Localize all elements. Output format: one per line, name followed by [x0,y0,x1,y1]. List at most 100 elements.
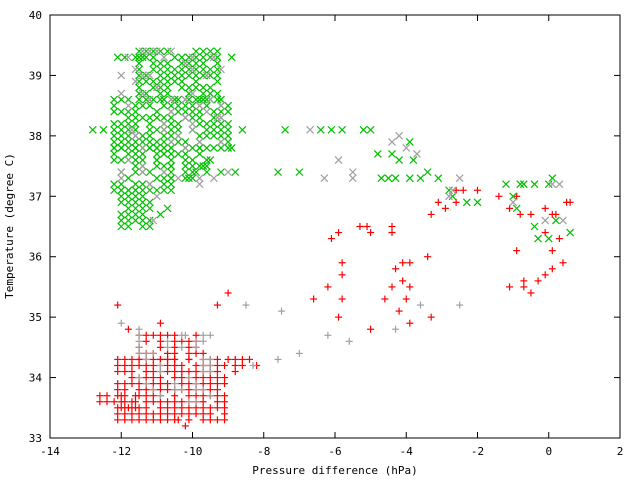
green-x-point [206,89,215,98]
gray-x-point [167,137,176,146]
gray-plus-point [171,386,179,394]
gray-plus-point [185,374,193,382]
red-plus-point [199,374,207,382]
green-x-point [209,119,218,128]
green-x-point [388,150,396,158]
green-x-point [377,174,386,183]
green-x-point [160,162,168,170]
green-x-point [117,131,126,140]
green-x-point [373,150,382,158]
red-plus-point [135,380,143,388]
green-x-point [170,71,179,80]
green-x-point [185,83,193,92]
red-plus-point [121,410,129,418]
gray-plus-point [206,355,214,363]
green-x-point [188,113,197,122]
x-tick-label: -6 [328,445,341,458]
data-marks [88,47,575,430]
red-plus-point [156,416,164,424]
green-x-point [124,137,133,146]
gray-x-point [124,53,133,62]
red-plus-point [213,380,221,388]
green-x-point [135,53,143,62]
green-x-point [131,156,140,164]
red-plus-point [171,374,179,382]
red-plus-point [231,368,239,376]
red-plus-point [142,392,150,400]
red-plus-point [192,349,200,357]
green-x-point [145,101,154,110]
red-plus-point [388,223,396,230]
green-x-point [224,101,233,110]
gray-x-point [202,107,211,116]
y-tick-label: 37 [29,190,42,203]
red-plus-point [541,204,549,212]
green-x-point [156,95,165,104]
red-plus-point [324,283,332,291]
red-plus-point [566,198,574,206]
green-x-point [160,174,168,183]
green-x-point [188,101,197,110]
green-x-point [217,107,225,116]
red-plus-point [164,404,172,412]
red-plus-point [156,343,164,351]
gray-plus-point [149,386,157,394]
green-x-point [206,83,215,92]
gray-x-point [181,144,190,152]
green-x-point [185,53,193,62]
green-x-point [156,77,165,86]
gray-x-point [509,198,518,207]
gray-x-point [555,180,564,189]
red-plus-point [164,368,172,376]
green-x-point [138,192,147,201]
green-x-point [209,144,218,152]
green-x-point [117,95,126,104]
y-tick-label: 33 [29,432,42,445]
red-plus-point [402,295,410,303]
x-tick-label: -4 [400,445,414,458]
red-plus-point [495,192,503,200]
green-x-point [149,59,158,68]
green-x-point [185,71,193,80]
green-x-point [138,101,147,110]
green-x-point [213,47,222,56]
green-x-point [548,174,557,183]
red-plus-point [310,295,318,303]
green-x-point [152,174,161,183]
red-plus-point [117,392,125,400]
green-x-point [156,83,165,92]
green-x-point [227,53,236,62]
gray-x-point [320,174,329,183]
green-x-point [163,89,172,98]
red-plus-point [221,416,229,424]
green-x-point [160,95,168,104]
red-plus-point [171,355,179,363]
red-plus-point [221,404,229,412]
red-plus-point [142,361,150,369]
gray-x-point [117,174,126,183]
green-x-point [206,156,215,164]
green-x-point [117,222,126,231]
x-tick-label: -12 [111,445,131,458]
green-x-point [152,125,161,134]
green-x-point [195,119,204,128]
green-x-point [163,47,172,56]
red-plus-point [171,404,179,412]
red-plus-point [474,186,481,194]
green-x-point [534,234,542,243]
gray-x-point [138,162,147,170]
green-x-point [124,174,133,183]
red-plus-point [541,229,549,237]
red-plus-point [527,289,535,297]
green-x-point [188,107,197,116]
green-x-point [160,131,168,140]
red-plus-point [213,404,221,412]
green-x-point [117,210,126,219]
green-x-point [142,47,151,56]
gray-plus-point [135,337,143,345]
green-x-point [142,77,151,86]
red-plus-point [149,410,157,418]
red-plus-point [199,380,207,388]
green-x-point [113,53,122,62]
green-x-point [167,174,176,183]
